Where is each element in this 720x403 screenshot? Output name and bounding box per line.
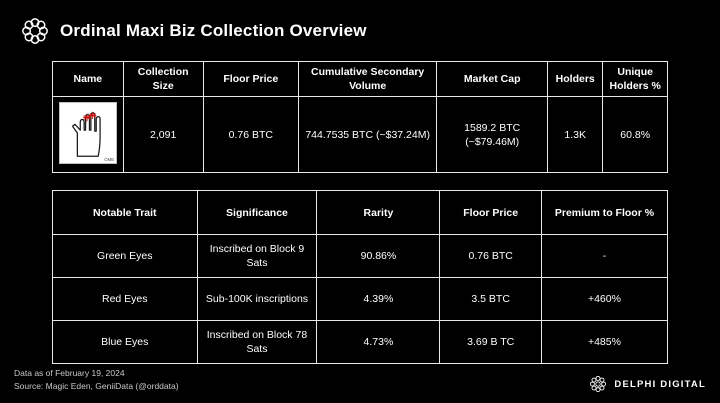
brand-wordmark: DELPHI DIGITAL <box>614 378 706 390</box>
trait-floor-price: 3.5 BTC <box>439 277 542 322</box>
collection-thumbnail-cell: OMB <box>52 96 124 174</box>
traits-table: Notable Trait Significance Rarity Floor … <box>52 190 669 365</box>
traits-header-premium: Premium to Floor % <box>540 190 669 236</box>
trait-rarity: 4.73% <box>316 320 441 365</box>
trait-rarity: 90.86% <box>316 234 441 279</box>
trait-significance: Sub-100K inscriptions <box>196 277 318 322</box>
overview-header-floor-price: Floor Price <box>202 60 299 98</box>
overview-header-row: Name Collection Size Floor Price Cumulat… <box>52 60 668 98</box>
holders-value: 1.3K <box>547 96 604 174</box>
trait-name: Red Eyes <box>52 277 198 322</box>
trait-row-blue-eyes: Blue Eyes Inscribed on Block 78 Sats 4.7… <box>52 320 669 365</box>
trait-premium: - <box>540 234 669 279</box>
footer-notes: Data as of February 19, 2024 Source: Mag… <box>14 367 179 394</box>
delphi-mandala-icon <box>588 374 608 394</box>
trait-premium: +485% <box>540 320 669 365</box>
overview-data-row: OMB 2,091 0.76 BTC 744.7535 BTC (~$37.24… <box>52 96 668 174</box>
trait-significance: Inscribed on Block 78 Sats <box>196 320 318 365</box>
delphi-digital-logo: DELPHI DIGITAL <box>588 374 706 394</box>
overview-header-unique-holders: Unique Holders % <box>602 60 668 98</box>
overview-header-holders: Holders <box>547 60 604 98</box>
traits-header-rarity: Rarity <box>316 190 441 236</box>
trait-floor-price: 0.76 BTC <box>439 234 542 279</box>
cumulative-volume-value: 744.7535 BTC (~$37.24M) <box>297 96 438 174</box>
data-as-of-text: Data as of February 19, 2024 <box>14 367 125 378</box>
page-title: Ordinal Maxi Biz Collection Overview <box>60 21 367 40</box>
overview-header-name: Name <box>52 60 124 98</box>
unique-holders-value: 60.8% <box>602 96 668 174</box>
overview-header-cumulative-volume: Cumulative Secondary Volume <box>297 60 438 98</box>
market-cap-value: 1589.2 BTC (~$79.46M) <box>436 96 549 174</box>
trait-rarity: 4.39% <box>316 277 441 322</box>
overview-header-collection-size: Collection Size <box>122 60 204 98</box>
floor-price-value: 0.76 BTC <box>202 96 299 174</box>
page-header: Ordinal Maxi Biz Collection Overview <box>0 0 720 46</box>
collection-size-value: 2,091 <box>122 96 204 174</box>
trait-name: Blue Eyes <box>52 320 198 365</box>
trait-name: Green Eyes <box>52 234 198 279</box>
trait-row-red-eyes: Red Eyes Sub-100K inscriptions 4.39% 3.5… <box>52 277 669 322</box>
traits-header-floor-price: Floor Price <box>439 190 542 236</box>
source-text: Source: Magic Eden, GeniiData (@orddata) <box>14 381 179 392</box>
overview-header-market-cap: Market Cap <box>436 60 549 98</box>
thumbnail-signature: OMB <box>104 157 114 162</box>
omb-logo-icon <box>20 16 50 46</box>
red-eye-scribble <box>83 111 97 122</box>
page-footer: Data as of February 19, 2024 Source: Mag… <box>0 367 720 403</box>
traits-header-significance: Significance <box>196 190 318 236</box>
collection-thumbnail: OMB <box>58 101 117 164</box>
trait-floor-price: 3.69 B TC <box>439 320 542 365</box>
traits-header-trait: Notable Trait <box>52 190 198 236</box>
trait-row-green-eyes: Green Eyes Inscribed on Block 9 Sats 90.… <box>52 234 669 279</box>
overview-table: Name Collection Size Floor Price Cumulat… <box>52 60 668 174</box>
traits-header-row: Notable Trait Significance Rarity Floor … <box>52 190 669 236</box>
trait-significance: Inscribed on Block 9 Sats <box>196 234 318 279</box>
trait-premium: +460% <box>540 277 669 322</box>
